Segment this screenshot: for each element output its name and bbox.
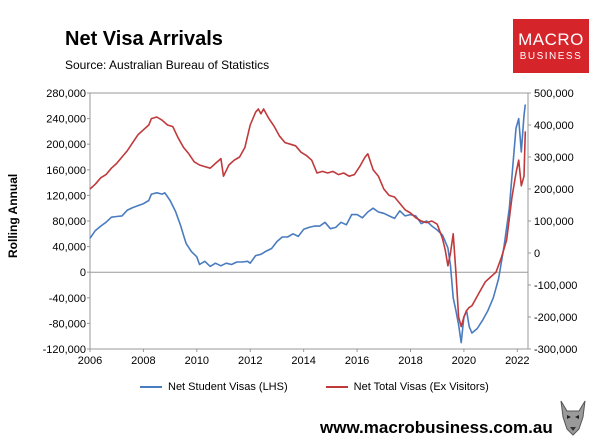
series-line-student <box>89 104 527 344</box>
x-tick-label: 2014 <box>291 355 315 367</box>
y-right-tick-label: 0 <box>534 248 540 260</box>
y-left-tick-label: -40,000 <box>49 293 86 305</box>
tick-labels: 280,000 240,000 200,000 160,000 120,000 80,00… <box>43 88 578 367</box>
y-axis-label: Rolling Annual <box>6 173 20 258</box>
page-title: Net Visa Arrivals <box>65 28 223 50</box>
y-left-tick-label: 240,000 <box>46 114 86 126</box>
x-tick-label: 2016 <box>345 355 369 367</box>
y-left-tick-label: -80,000 <box>49 318 86 330</box>
legend-label-total: Net Total Visas (Ex Visitors) <box>353 381 489 393</box>
y-right-tick-label: 100,000 <box>534 216 574 228</box>
source-note: Source: Australian Bureau of Statistics <box>65 58 270 72</box>
y-left-tick-label: 0 <box>80 267 86 279</box>
x-tick-label: 2010 <box>185 355 209 367</box>
series-lines <box>89 104 527 344</box>
legend-item-total: Net Total Visas (Ex Visitors) <box>325 381 489 393</box>
y-right-tick-label: 200,000 <box>534 184 574 196</box>
legend-swatch-total <box>325 386 348 388</box>
x-tick-label: 2006 <box>78 355 102 367</box>
plot-area <box>89 92 529 350</box>
y-right-tick-label: -200,000 <box>534 312 577 324</box>
x-tick-label: 2018 <box>398 355 422 367</box>
y-left-tick-label: 200,000 <box>46 139 86 151</box>
y-left-tick-label: 160,000 <box>46 165 86 177</box>
y-left-tick-label: -120,000 <box>43 344 86 356</box>
logo-line-2: BUSINESS <box>519 51 583 62</box>
x-tick-label: 2022 <box>505 355 529 367</box>
y-right-tick-label: 400,000 <box>534 120 574 132</box>
y-right-tick-label: -300,000 <box>534 344 577 356</box>
y-right-tick-label: -100,000 <box>534 280 577 292</box>
x-tick-label: 2020 <box>452 355 476 367</box>
x-tick-label: 2012 <box>238 355 262 367</box>
brand-logo[interactable]: MACRO BUSINESS <box>513 19 589 73</box>
y-left-tick-label: 280,000 <box>46 88 86 100</box>
legend-label-student: Net Student Visas (LHS) <box>168 381 288 393</box>
y-left-tick-label: 80,000 <box>52 216 86 228</box>
y-left-tick-label: 120,000 <box>46 190 86 202</box>
y-right-tick-label: 500,000 <box>534 88 574 100</box>
logo-line-1: MACRO <box>518 30 584 49</box>
footer-url[interactable]: www.macrobusiness.com.au <box>320 418 553 437</box>
legend: Net Student Visas (LHS) Net Total Visas … <box>140 381 489 393</box>
legend-swatch-student <box>140 386 162 388</box>
legend-item-student: Net Student Visas (LHS) <box>140 381 288 393</box>
y-right-tick-label: 300,000 <box>534 152 574 164</box>
wolf-logo-icon <box>555 395 591 439</box>
grid <box>87 92 531 352</box>
x-tick-label: 2008 <box>131 355 155 367</box>
y-left-tick-label: 40,000 <box>52 242 86 254</box>
series-line-total <box>89 108 527 328</box>
